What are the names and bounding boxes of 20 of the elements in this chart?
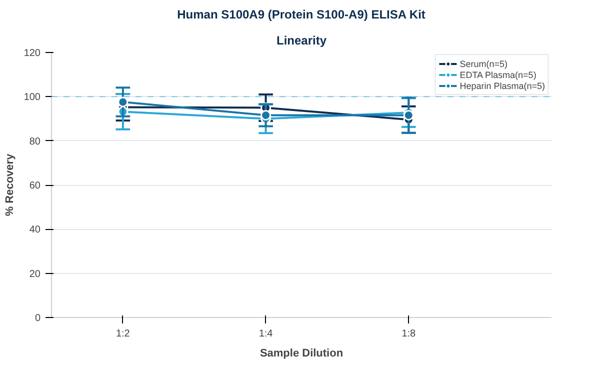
x-tick-label: 1:4	[258, 328, 274, 340]
legend-label: Serum(n=5)	[460, 58, 508, 69]
y-axis-title: % Recovery	[4, 152, 16, 216]
legend-label: EDTA Plasma(n=5)	[460, 69, 536, 80]
chart-title: Human S100A9 (Protein S100-A9) ELISA Kit	[177, 8, 426, 22]
legend-label: Heparin Plasma(n=5)	[460, 80, 545, 91]
y-tick-label: 0	[34, 313, 41, 324]
y-tick-label: 20	[29, 268, 41, 280]
point	[403, 110, 414, 120]
y-tick-label: 60	[29, 180, 41, 192]
x-tick-label: 1:2	[116, 328, 130, 340]
y-tick-label: 120	[24, 48, 41, 59]
y-tick-label: 80	[29, 136, 41, 148]
x-tick-label: 1:8	[402, 328, 416, 340]
point	[118, 96, 128, 108]
chart-subtitle: Linearity	[276, 34, 327, 48]
x-axis-title: Sample Dilution	[260, 348, 344, 360]
y-tick-label: 40	[29, 224, 41, 236]
point	[260, 110, 272, 120]
y-tick-label: 100	[24, 92, 41, 104]
